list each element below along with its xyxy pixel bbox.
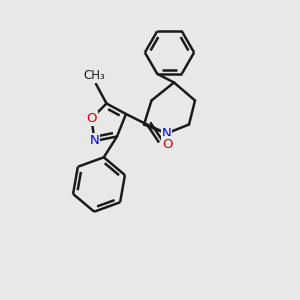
Text: O: O (162, 137, 173, 151)
Text: N: N (90, 134, 99, 148)
Text: N: N (162, 127, 171, 140)
Text: O: O (86, 112, 97, 125)
Text: CH₃: CH₃ (84, 69, 105, 82)
